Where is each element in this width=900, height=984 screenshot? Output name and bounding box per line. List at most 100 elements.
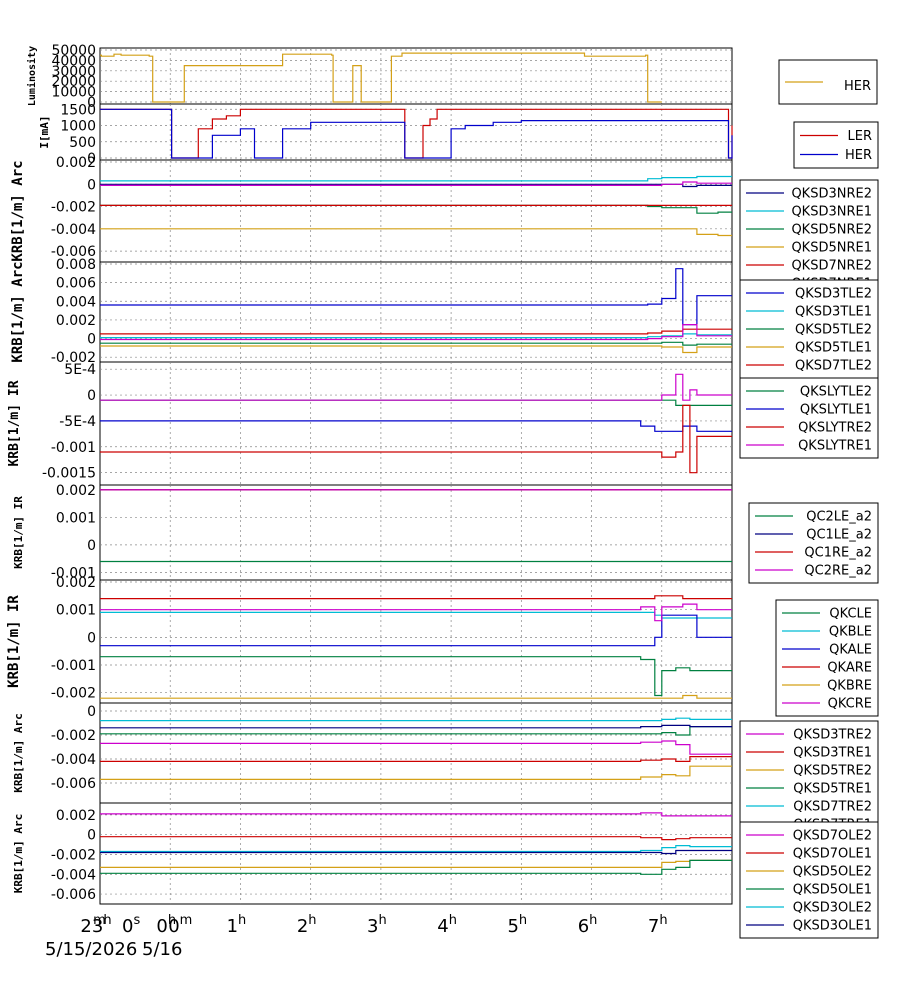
legend-label-3-0: QKSD3TLE2	[795, 287, 872, 302]
series-line-4-3	[100, 373, 732, 401]
legend-label-6-1: QKBLE	[829, 625, 872, 640]
y-tick-label-0-5: 0	[87, 95, 96, 111]
series-line-3-4	[100, 328, 732, 335]
series-line-2-3	[100, 228, 732, 237]
series-line-8-4	[100, 845, 732, 853]
legend-box-8	[739, 821, 879, 939]
legend-label-8-2: QKSD5OLE2	[793, 865, 872, 880]
x-tick-label-7: 3h	[367, 913, 387, 937]
y-axis-label-6: KRB[1/m] IR	[6, 595, 22, 688]
series-line-8-3	[100, 859, 732, 875]
legend-label-4-1: QKSLYTLE1	[800, 403, 872, 418]
y-tick-label-0-2: 30000	[51, 64, 96, 80]
y-tick-label-5-3: -0.001	[51, 565, 96, 581]
legend-label-8-5: QKSD3OLE1	[793, 919, 872, 934]
y-axis-label-4: KRB[1/m] IR	[7, 380, 22, 466]
legend-label-5-0: QC2LE_a2	[806, 510, 872, 525]
y-axis-label-8: KRB[1/m] Arc	[12, 814, 25, 893]
series-line-7-5	[100, 724, 732, 729]
series-line-3-1	[100, 333, 732, 339]
legend-label-7-0: QKSD3TRE2	[793, 728, 872, 743]
series-line-6-0	[100, 656, 732, 697]
x-tick-label-0: 23h	[80, 913, 111, 937]
legend-label-5-1: QC1LE_a2	[806, 528, 872, 543]
legend-label-2-0: QKSD3NRE2	[791, 187, 872, 202]
plot-area-4	[99, 361, 733, 486]
y-tick-label-6-3: -0.001	[51, 658, 96, 674]
series-line-3-0	[100, 268, 732, 326]
y-tick-label-0-1: 40000	[51, 53, 96, 69]
series-line-7-0	[100, 740, 732, 755]
series-line-7-2	[100, 765, 732, 780]
series-line-7-1	[100, 756, 732, 762]
y-tick-label-6-4: -0.002	[51, 686, 96, 702]
y-tick-label-1-2: 500	[69, 135, 96, 151]
legend-label-3-1: QKSD3TLE1	[795, 305, 872, 320]
series-line-6-3	[100, 595, 732, 600]
y-tick-label-3-3: 0.002	[56, 313, 96, 329]
legend-label-4-0: QKSLYTLE2	[800, 385, 872, 400]
x-tick-label-6: 2h	[297, 913, 317, 937]
series-line-2-5	[100, 181, 732, 186]
y-tick-label-5-1: 0.001	[56, 510, 96, 526]
legend-label-6-4: QKBRE	[827, 679, 872, 694]
y-tick-label-5-2: 0	[87, 538, 96, 554]
y-tick-label-1-3: 0	[87, 151, 96, 167]
series-line-6-2	[100, 614, 732, 647]
x-tick-label-4: 0m	[168, 913, 192, 937]
series-line-6-4	[100, 694, 732, 699]
y-axis-label-3: KRB[1/m] Arc	[10, 261, 26, 362]
x-tick-label-11: 7h	[648, 913, 668, 937]
y-tick-label-1-1: 1000	[60, 119, 96, 135]
legend-box-7	[739, 720, 879, 838]
legend-label-5-3: QC2RE_a2	[804, 564, 872, 579]
x-tick-label-9: 5h	[507, 913, 527, 937]
y-axis-label-1: I[mA]	[38, 115, 51, 148]
y-tick-label-0-4: 10000	[51, 85, 96, 101]
x-tick-label-1: m	[93, 913, 106, 928]
plot-area-7	[99, 702, 733, 804]
legend-label-6-2: QKALE	[829, 643, 872, 658]
legend-label-6-3: QKARE	[827, 661, 872, 676]
y-tick-label-4-1: 0	[87, 388, 96, 404]
y-tick-label-3-5: -0.002	[51, 350, 96, 366]
series-line-1-1	[100, 108, 733, 159]
series-line-3-5	[100, 324, 732, 341]
plot-area-2	[99, 159, 733, 263]
legend-label-7-1: QKSD3TRE1	[793, 746, 872, 761]
y-tick-label-5-0: 0.002	[56, 483, 96, 499]
series-line-3-2	[100, 341, 732, 346]
y-tick-label-0-3: 20000	[51, 74, 96, 90]
legend-label-1-0: LER	[848, 129, 873, 144]
y-axis-label-0: Luminosity	[26, 46, 38, 106]
y-tick-label-7-2: -0.004	[51, 752, 96, 768]
legend-label-0-0: HER	[844, 79, 871, 94]
y-tick-label-6-2: 0	[87, 630, 96, 646]
y-tick-label-2-1: 0	[87, 177, 96, 193]
x-date-label-1: 5/16	[142, 939, 182, 960]
plot-area-8	[99, 802, 733, 905]
y-tick-label-6-1: 0.001	[56, 603, 96, 619]
legend-label-8-4: QKSD3OLE2	[793, 901, 872, 916]
y-tick-label-4-0: 5E-4	[64, 362, 96, 378]
y-axis-label-5: KRB[1/m] IR	[12, 496, 25, 569]
y-tick-label-8-3: -0.004	[51, 867, 96, 883]
y-tick-label-4-3: -0.001	[51, 440, 96, 456]
series-line-3-3	[100, 345, 732, 354]
series-line-4-2	[100, 404, 732, 474]
y-tick-label-1-0: 1500	[60, 102, 96, 118]
legend-label-8-3: QKSD5OLE1	[793, 883, 872, 898]
legend-label-2-2: QKSD5NRE2	[791, 223, 872, 238]
series-line-8-5	[100, 849, 732, 855]
plot-area-0	[99, 47, 733, 105]
series-line-7-4	[100, 717, 732, 722]
legend-box-6	[775, 599, 879, 717]
y-tick-label-8-4: -0.006	[51, 887, 96, 903]
legend-label-6-5: QKCRE	[828, 697, 872, 712]
legend-box-3	[739, 279, 879, 397]
series-line-0-0	[100, 52, 662, 103]
x-tick-label-10: 6h	[578, 913, 598, 937]
y-tick-label-3-0: 0.008	[56, 257, 96, 273]
y-axis-label-2: KRB[1/m] Arc	[10, 160, 26, 261]
y-tick-label-2-2: -0.002	[51, 200, 96, 216]
